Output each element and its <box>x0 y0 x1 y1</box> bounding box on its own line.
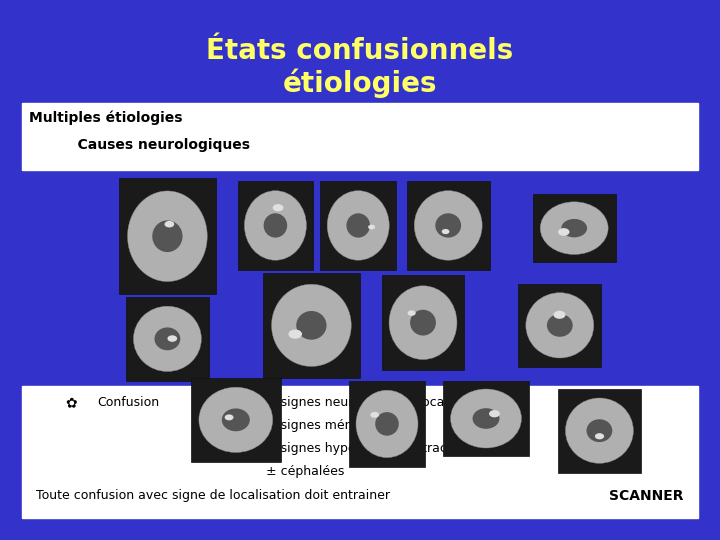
FancyBboxPatch shape <box>191 378 281 462</box>
Ellipse shape <box>554 310 565 319</box>
Ellipse shape <box>414 191 482 260</box>
Text: ± signes neurologiques focalisés: ± signes neurologiques focalisés <box>266 396 472 409</box>
FancyBboxPatch shape <box>443 381 529 456</box>
FancyBboxPatch shape <box>382 275 464 370</box>
FancyBboxPatch shape <box>518 284 601 367</box>
Ellipse shape <box>562 219 587 238</box>
Ellipse shape <box>547 314 572 337</box>
Ellipse shape <box>127 191 207 281</box>
Text: SCANNER: SCANNER <box>610 489 684 503</box>
Ellipse shape <box>408 310 415 316</box>
Text: Multiples étiologies: Multiples étiologies <box>29 111 182 125</box>
FancyBboxPatch shape <box>558 389 641 472</box>
Text: ± signes méningés: ± signes méningés <box>266 419 387 432</box>
Ellipse shape <box>273 204 284 211</box>
Ellipse shape <box>368 225 375 230</box>
FancyBboxPatch shape <box>263 273 360 378</box>
FancyBboxPatch shape <box>126 297 209 381</box>
Ellipse shape <box>264 213 287 238</box>
Ellipse shape <box>540 202 608 254</box>
FancyBboxPatch shape <box>119 178 216 294</box>
Ellipse shape <box>389 286 457 360</box>
Ellipse shape <box>346 213 370 238</box>
Text: États confusionnels: États confusionnels <box>207 37 513 65</box>
Ellipse shape <box>133 306 202 372</box>
FancyBboxPatch shape <box>407 181 490 270</box>
Text: Confusion: Confusion <box>97 396 159 409</box>
Ellipse shape <box>410 310 436 335</box>
Text: ± signes hypertension intracranienne: ± signes hypertension intracranienne <box>266 442 503 455</box>
FancyBboxPatch shape <box>349 381 425 467</box>
Text: Toute confusion avec signe de localisation doit entrainer: Toute confusion avec signe de localisati… <box>36 489 390 502</box>
Ellipse shape <box>558 228 570 236</box>
FancyBboxPatch shape <box>22 103 698 170</box>
Ellipse shape <box>244 191 307 260</box>
Ellipse shape <box>168 335 177 342</box>
Ellipse shape <box>565 398 634 463</box>
Ellipse shape <box>436 213 461 238</box>
Text: ± céphalées: ± céphalées <box>266 465 345 478</box>
Ellipse shape <box>375 412 399 436</box>
Ellipse shape <box>441 229 449 234</box>
FancyBboxPatch shape <box>533 194 616 262</box>
Ellipse shape <box>289 329 302 339</box>
Ellipse shape <box>489 410 500 417</box>
Ellipse shape <box>526 293 594 358</box>
Ellipse shape <box>271 284 351 367</box>
Text: Causes neurologiques: Causes neurologiques <box>58 138 250 152</box>
Ellipse shape <box>155 327 180 350</box>
Ellipse shape <box>595 433 604 440</box>
Ellipse shape <box>327 191 390 260</box>
FancyBboxPatch shape <box>22 386 698 518</box>
Ellipse shape <box>225 414 233 420</box>
Ellipse shape <box>152 220 183 252</box>
Ellipse shape <box>296 311 327 340</box>
Ellipse shape <box>451 389 521 448</box>
Ellipse shape <box>164 221 174 227</box>
Ellipse shape <box>370 412 379 418</box>
Ellipse shape <box>356 390 418 457</box>
Ellipse shape <box>222 408 250 431</box>
FancyBboxPatch shape <box>320 181 396 270</box>
Ellipse shape <box>587 419 612 442</box>
FancyBboxPatch shape <box>238 181 313 270</box>
Ellipse shape <box>199 387 273 453</box>
Ellipse shape <box>472 408 500 429</box>
Text: étiologies: étiologies <box>283 69 437 98</box>
Text: ✿: ✿ <box>65 396 76 410</box>
